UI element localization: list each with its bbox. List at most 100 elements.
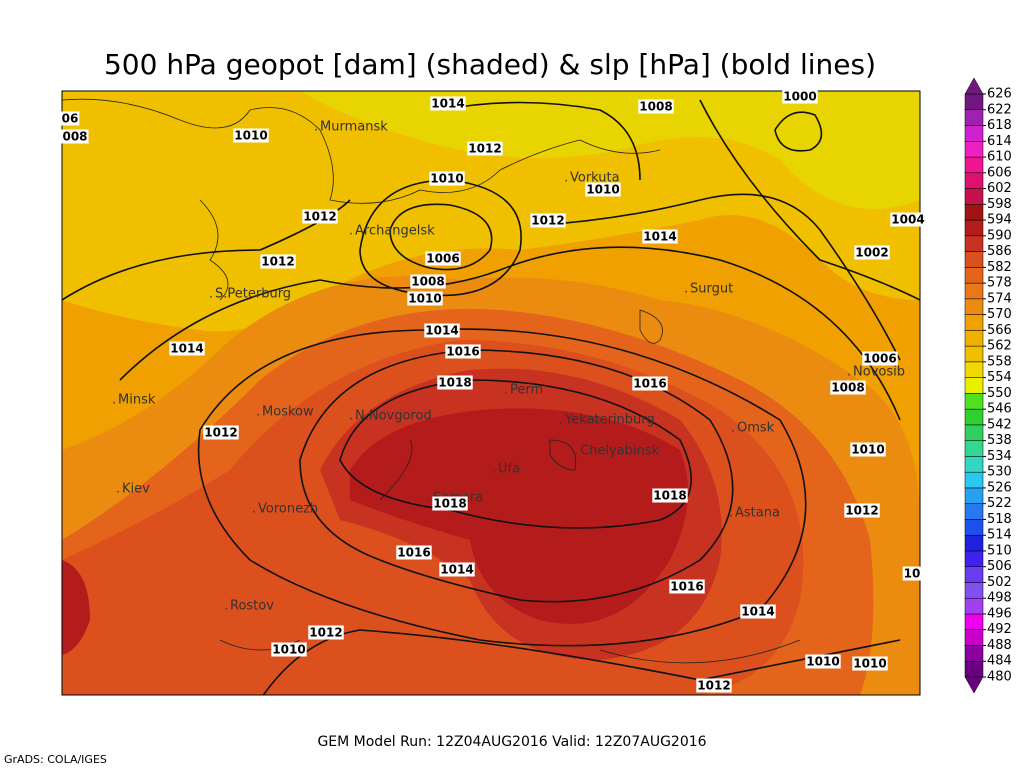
city-label: Perm <box>510 383 543 398</box>
shade <box>350 408 688 624</box>
colorbar-box <box>964 314 984 331</box>
isobar-label: 1012 <box>531 214 564 228</box>
city-label: Omsk <box>737 421 775 436</box>
colorbar-label: 618 <box>987 118 1012 133</box>
isobar-label: 1006 <box>426 252 459 266</box>
colorbar-box <box>964 235 984 252</box>
isobar-label-bg <box>233 128 269 143</box>
colorbar-box <box>964 487 984 504</box>
isobar-label-bg <box>642 229 678 244</box>
isobar-label: 1010 <box>430 172 463 186</box>
colorbar-label: 610 <box>987 150 1012 165</box>
isobar-label: 10 <box>904 567 921 581</box>
colorbar-label: 514 <box>987 528 1012 543</box>
colorbar-box <box>964 251 984 268</box>
colorbar-label: 484 <box>987 654 1012 669</box>
isobar-label-bg <box>445 344 481 359</box>
coastline <box>62 98 801 664</box>
isobar-label: 1016 <box>633 377 666 391</box>
colorbar-box <box>964 204 984 221</box>
colorbar-label: 498 <box>987 591 1012 606</box>
isobar-label-bg <box>439 562 475 577</box>
city-label: Chelyabinsk <box>580 444 659 459</box>
isobar-label-bg <box>430 96 466 111</box>
colorbar-label: 558 <box>987 354 1012 369</box>
city-label: Minsk <box>118 393 156 408</box>
isobar-label-bg <box>585 182 621 197</box>
city-label: Archangelsk <box>355 224 435 239</box>
colorbar-box <box>964 629 984 646</box>
colorbar-box <box>964 408 984 426</box>
colorbar-label: 606 <box>987 165 1012 180</box>
isobar-label-bg <box>850 442 886 457</box>
shade <box>300 91 920 209</box>
colorbar-label: 546 <box>987 402 1012 417</box>
isobar-label: 1014 <box>440 563 473 577</box>
isobar-label-bg <box>890 212 926 227</box>
isobar-label-bg <box>407 291 443 306</box>
colorbar-label: 570 <box>987 307 1012 322</box>
isobar-label-bg <box>530 213 566 228</box>
isobar-label-bg <box>410 274 446 289</box>
colorbar-box <box>964 393 984 410</box>
isobar-label-bg <box>740 604 776 619</box>
colorbar-box <box>964 613 984 630</box>
colorbar-box <box>964 282 984 300</box>
colorbar-box <box>964 141 984 158</box>
isobar-label: 1004 <box>891 213 924 227</box>
colorbar-label: 582 <box>987 260 1012 275</box>
isobar-label-bg <box>862 351 898 366</box>
colorbar-label: 534 <box>987 449 1012 464</box>
colorbar-box <box>964 660 984 678</box>
city-label: Murmansk <box>320 120 388 135</box>
colorbar: 4804844884924964985025065105145185225265… <box>964 77 1012 694</box>
colorbar-box <box>964 519 984 536</box>
isobar-label: 1010 <box>851 443 884 457</box>
colorbar-box <box>964 503 984 520</box>
colorbar-label: 614 <box>987 134 1012 149</box>
colorbar-box <box>964 109 984 126</box>
map-frame <box>61 90 921 696</box>
colorbar-label: 566 <box>987 323 1012 338</box>
isobar-label: 1012 <box>468 142 501 156</box>
colorbar-label: 538 <box>987 433 1012 448</box>
city-dot: . <box>684 282 688 297</box>
isobar-label-bg <box>302 209 338 224</box>
colorbar-box <box>964 298 984 315</box>
isobar-label-bg <box>437 375 473 390</box>
isobar-label: 1012 <box>303 210 336 224</box>
city-label: Moskow <box>262 405 314 420</box>
isobar-label: 1010 <box>586 183 619 197</box>
colorbar-box <box>964 345 984 363</box>
city-dot: . <box>564 171 568 186</box>
colorbar-box <box>964 267 984 284</box>
colorbar-box <box>964 424 984 441</box>
isobar-label-bg <box>424 323 460 338</box>
isobar-label: 1002 <box>855 246 888 260</box>
footer: GEM Model Run: 12Z04AUG2016 Valid: 12Z07… <box>317 734 706 750</box>
colorbar-box <box>964 361 984 378</box>
city-dot: . <box>729 506 733 521</box>
colorbar-box <box>964 219 984 237</box>
colorbar-box <box>964 156 984 174</box>
isobar-label: 1014 <box>170 342 203 356</box>
city-label: Astana <box>735 506 780 521</box>
city-labels: . Murmansk. Archangelsk. Vorkuta. S.Peterbur… <box>112 120 905 614</box>
credit: GrADS: COLA/IGES <box>4 753 107 766</box>
isobar-label-bg <box>308 625 344 640</box>
colorbar-arrow <box>964 676 984 694</box>
isobar-label: 1016 <box>670 580 703 594</box>
isobar-label-bg <box>632 376 668 391</box>
isobar-label: 1008 <box>639 100 672 114</box>
isobar-label: 1010 <box>234 129 267 143</box>
colorbar-label: 598 <box>987 197 1012 212</box>
city-dot: . <box>559 413 563 428</box>
city-dot: . <box>847 365 851 380</box>
city-dot: . <box>116 482 120 497</box>
colorbar-box <box>964 550 984 567</box>
city-dot: . <box>349 409 353 424</box>
city-dot: . <box>209 287 213 302</box>
colorbar-label: 518 <box>987 512 1012 527</box>
